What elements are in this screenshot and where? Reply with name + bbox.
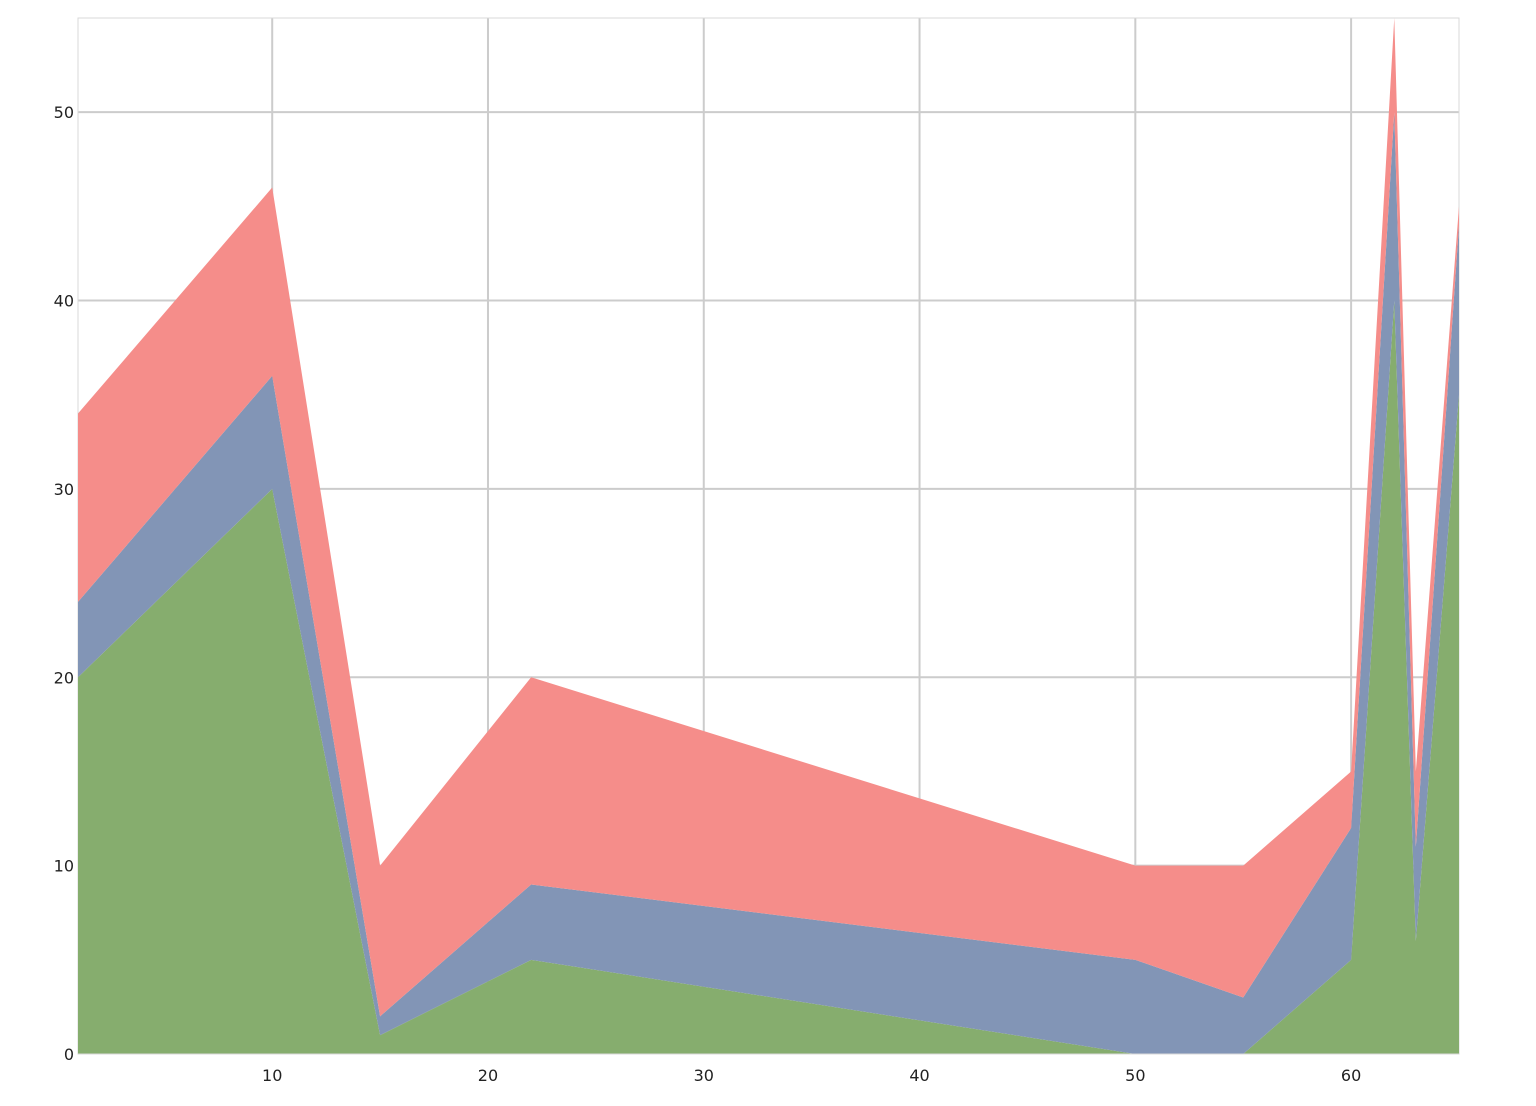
- x-tick-label: 40: [909, 1066, 929, 1085]
- series-area-2: [78, 112, 1459, 1055]
- x-tick-label: 10: [262, 1066, 282, 1085]
- series-area-1: [78, 300, 1459, 1054]
- x-tick-label: 50: [1125, 1066, 1145, 1085]
- axes: 10 20 30 40 50 60 0 10 20 30 40 50: [54, 103, 1459, 1085]
- series-area-3: [78, 18, 1459, 1017]
- series-areas: [78, 18, 1459, 1055]
- x-tick-label: 30: [694, 1066, 714, 1085]
- y-tick-label: 50: [54, 103, 74, 122]
- x-tick-label: 20: [478, 1066, 498, 1085]
- y-tick-label: 20: [54, 668, 74, 687]
- y-tick-label: 0: [64, 1045, 74, 1064]
- x-tick-label: 60: [1341, 1066, 1361, 1085]
- y-tick-label: 30: [54, 480, 74, 499]
- y-tick-label: 10: [54, 857, 74, 876]
- y-tick-label: 40: [54, 292, 74, 311]
